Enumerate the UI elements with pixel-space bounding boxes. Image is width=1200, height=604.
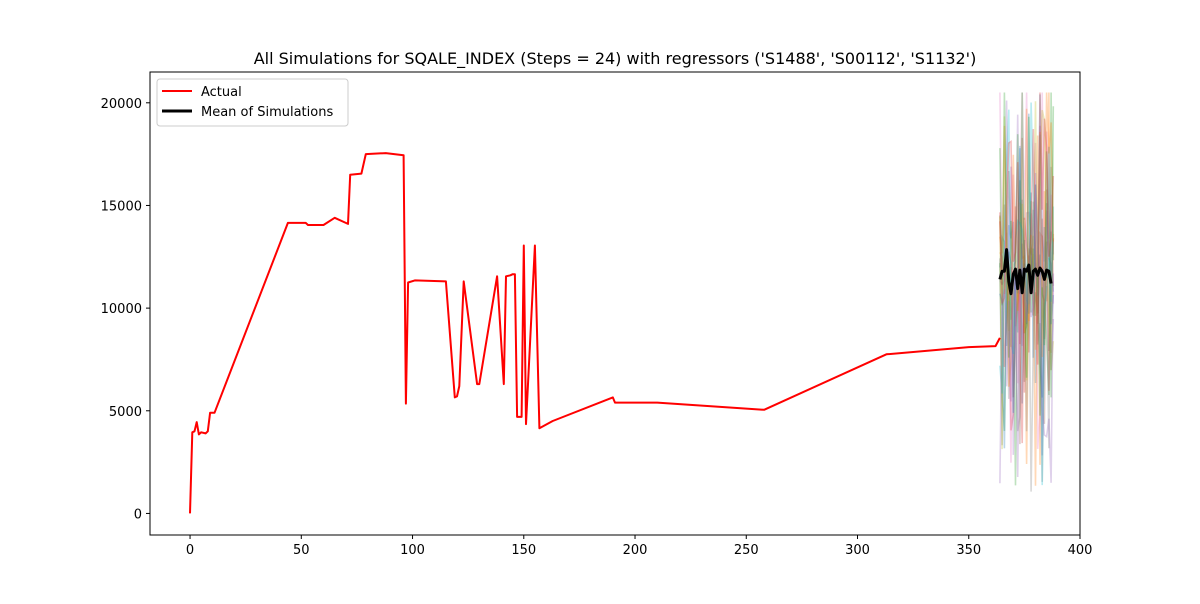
- simulation-line: [999, 92, 1055, 444]
- actual-series-line: [189, 152, 1001, 514]
- x-tick-label: 150: [511, 543, 536, 558]
- simulation-line: [999, 170, 1055, 445]
- x-tick-label: 0: [186, 543, 194, 558]
- simulation-line: [999, 94, 1055, 404]
- x-tick-label: 300: [845, 543, 870, 558]
- simulation-line: [999, 166, 1055, 492]
- y-tick-label: 0: [134, 507, 142, 522]
- simulation-line: [999, 146, 1055, 449]
- x-tick-label: 50: [293, 543, 310, 558]
- simulation-line: [999, 92, 1055, 416]
- x-tick-label: 200: [623, 543, 648, 558]
- y-tick-label: 10000: [101, 302, 142, 317]
- y-tick-label: 15000: [101, 199, 142, 214]
- x-tick-label: 350: [956, 543, 981, 558]
- x-tick-label: 250: [734, 543, 759, 558]
- chart-title: All Simulations for SQALE_INDEX (Steps =…: [254, 49, 977, 69]
- simulation-line: [999, 172, 1055, 484]
- x-tick-label: 100: [400, 543, 425, 558]
- y-axis: 0 5000 10000 15000 20000: [101, 97, 150, 522]
- y-tick-label: 20000: [101, 97, 142, 112]
- x-axis: 0 50 100 150 200 250 300 350 400: [186, 535, 1093, 558]
- simulation-line: [999, 102, 1055, 486]
- legend-label-mean: Mean of Simulations: [201, 105, 333, 120]
- simulation-line: [999, 101, 1055, 450]
- legend-box: [156, 78, 349, 127]
- legend: Actual Mean of Simulations: [156, 78, 349, 127]
- y-tick-label: 5000: [109, 405, 142, 420]
- axes-frame: [149, 71, 1081, 536]
- x-tick-label: 400: [1068, 543, 1093, 558]
- legend-label-actual: Actual: [201, 85, 242, 100]
- simulation-line: [999, 92, 1055, 463]
- mean-series-line: [998, 248, 1053, 296]
- simulation-line: [999, 92, 1055, 465]
- plot-area: [189, 92, 1055, 514]
